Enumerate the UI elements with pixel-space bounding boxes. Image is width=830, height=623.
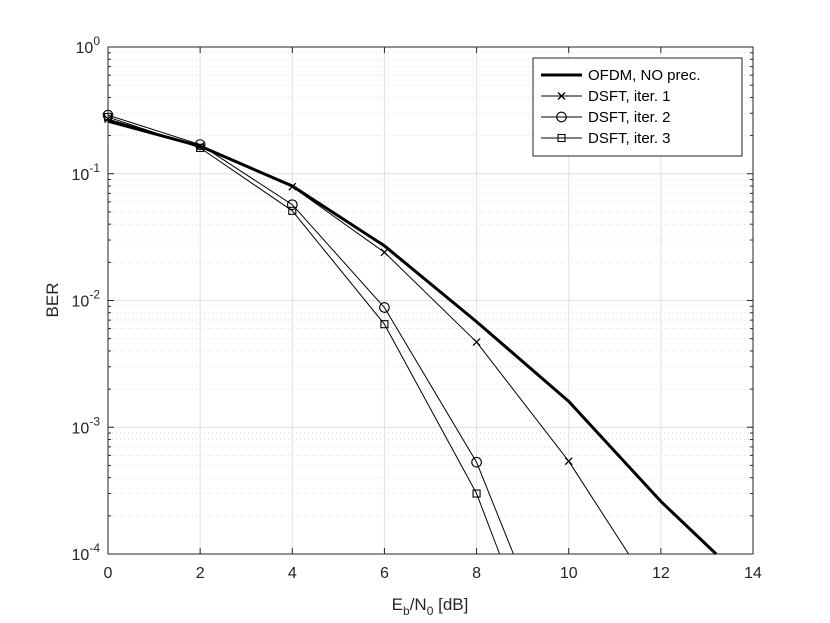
marker-x xyxy=(288,182,297,191)
marker-x-stroke xyxy=(564,457,573,466)
series-line xyxy=(107,114,514,555)
marker-x xyxy=(564,457,573,466)
x-tick-label: 14 xyxy=(744,565,762,582)
marker-x-stroke xyxy=(472,338,481,347)
marker-circle xyxy=(556,111,567,123)
marker-square xyxy=(472,489,481,498)
legend: OFDM, NO prec. DSFT, iter. 1 DSFT, iter. 2… xyxy=(532,57,743,157)
y-tick-label: 10-2 xyxy=(72,288,101,311)
legend-label: OFDM, NO prec. xyxy=(588,67,701,84)
axis-ticks xyxy=(107,46,754,555)
legend-item: DSFT, iter. 2 xyxy=(541,109,671,126)
legend-item: DSFT, iter. 3 xyxy=(541,130,671,147)
series-dsft-iter-3 xyxy=(103,113,501,555)
marker-x-stroke xyxy=(557,92,566,100)
marker-x-stroke xyxy=(288,182,297,191)
x-tick-label: 6 xyxy=(380,565,389,582)
y-tick-label: 10-3 xyxy=(72,414,101,437)
series-line xyxy=(107,116,501,555)
marker-x-stroke xyxy=(380,248,389,257)
marker-circle xyxy=(286,199,298,211)
x-tick-labels: 0 2 4 6 8 10 12 14 xyxy=(104,565,762,582)
y-tick-label: 100 xyxy=(76,34,101,57)
x-tick-label: 8 xyxy=(472,565,481,582)
marker-x xyxy=(380,248,389,257)
marker-square xyxy=(380,320,389,329)
legend-item: DSFT, iter. 1 xyxy=(541,88,671,105)
x-axis-label: Eb/N0 [dB] xyxy=(392,595,469,618)
marker-square xyxy=(288,206,297,215)
legend-label: DSFT, iter. 3 xyxy=(588,130,671,147)
y-tick-label: 10-1 xyxy=(72,161,101,184)
marker-circle xyxy=(471,456,482,468)
marker-square xyxy=(557,133,566,143)
marker-circle xyxy=(379,302,390,313)
x-tick-label: 2 xyxy=(196,565,205,582)
x-tick-label: 0 xyxy=(104,565,113,582)
marker-circle xyxy=(194,139,206,150)
y-tick-labels: 100 10-1 10-2 10-3 10-4 xyxy=(72,34,101,564)
legend-item: OFDM, NO prec. xyxy=(541,67,701,84)
marker-x xyxy=(557,92,566,100)
legend-label: DSFT, iter. 1 xyxy=(588,88,671,105)
x-tick-label: 4 xyxy=(288,565,297,582)
legend-label: DSFT, iter. 2 xyxy=(588,109,671,126)
marker-x xyxy=(472,338,481,347)
series-layer xyxy=(102,109,718,556)
y-tick-label: 10-4 xyxy=(72,541,101,564)
x-tick-label: 12 xyxy=(652,565,670,582)
x-tick-label: 10 xyxy=(560,565,578,582)
y-axis-label: BER xyxy=(43,283,62,318)
marker-square xyxy=(196,143,205,152)
series-dsft-iter-1 xyxy=(104,115,630,555)
